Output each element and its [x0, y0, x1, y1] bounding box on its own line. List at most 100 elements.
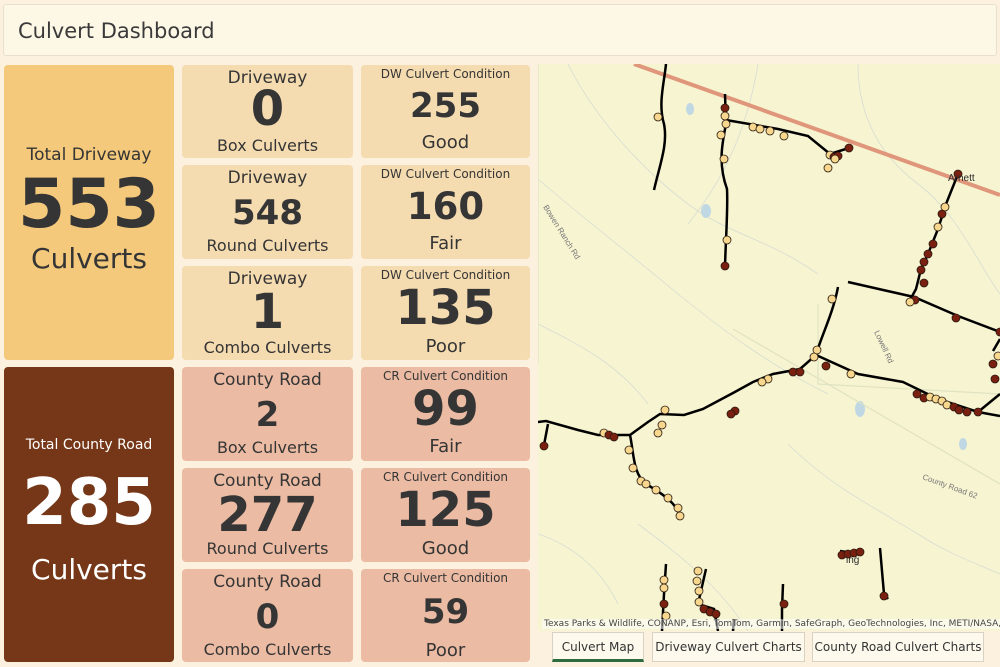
- tab-driveway-culvert-charts[interactable]: Driveway Culvert Charts: [652, 632, 805, 662]
- map-canvas[interactable]: Arnett Bowen Ranch Rd Lowell Rd County R…: [538, 64, 1000, 631]
- road-label-bowen-ranch: Bowen Ranch Rd: [541, 203, 582, 261]
- tile-top-label: County Road: [213, 471, 322, 491]
- highway-line: [633, 64, 1000, 197]
- culvert-point[interactable]: [953, 169, 963, 179]
- tile-value: 1: [250, 284, 285, 340]
- culvert-point[interactable]: [879, 591, 889, 601]
- culvert-point[interactable]: [821, 361, 831, 371]
- cr-condition-fair-tile: CR Culvert Condition 99 Fair: [361, 367, 530, 461]
- culvert-point[interactable]: [653, 428, 663, 438]
- culvert-point[interactable]: [830, 154, 840, 164]
- tile-top-label: DW Culvert Condition: [380, 268, 511, 282]
- culvert-point[interactable]: [755, 124, 765, 134]
- culvert-point[interactable]: [993, 351, 1000, 361]
- page-title: Culvert Dashboard: [18, 19, 215, 43]
- culvert-point[interactable]: [722, 235, 732, 245]
- culvert-point[interactable]: [657, 420, 667, 430]
- culvert-point[interactable]: [933, 222, 943, 232]
- culvert-point[interactable]: [951, 313, 961, 323]
- driveway-combo-tile: Driveway 1 Combo Culverts: [182, 266, 353, 360]
- culvert-point[interactable]: [659, 599, 669, 609]
- tile-top-label: DW Culvert Condition: [380, 67, 511, 81]
- total-driveway-value: 553: [18, 165, 160, 244]
- culvert-point[interactable]: [990, 374, 1000, 384]
- culvert-point[interactable]: [720, 261, 730, 271]
- culvert-point[interactable]: [757, 377, 767, 387]
- tile-top-label: Driveway: [227, 269, 308, 289]
- tile-top-label: CR Culvert Condition: [382, 571, 509, 585]
- culvert-point[interactable]: [779, 599, 789, 609]
- culvert-point[interactable]: [809, 352, 819, 362]
- tile-value: 0: [255, 597, 280, 637]
- place-label-arnett: Arnett: [948, 173, 975, 184]
- culvert-point[interactable]: [846, 369, 856, 379]
- culvert-point[interactable]: [916, 265, 926, 275]
- culvert-point[interactable]: [694, 586, 704, 596]
- tile-value: 548: [232, 193, 303, 233]
- culvert-point[interactable]: [659, 583, 669, 593]
- culvert-point[interactable]: [653, 112, 663, 122]
- culvert-point[interactable]: [827, 294, 837, 304]
- tab-county-road-culvert-charts[interactable]: County Road Culvert Charts: [812, 632, 984, 662]
- culvert-point[interactable]: [844, 143, 854, 153]
- culvert-point[interactable]: [988, 359, 998, 369]
- culvert-point[interactable]: [855, 547, 865, 557]
- culvert-point[interactable]: [641, 479, 651, 489]
- culvert-point[interactable]: [726, 409, 736, 419]
- culvert-point[interactable]: [765, 126, 775, 136]
- culvert-point[interactable]: [905, 297, 915, 307]
- culvert-point[interactable]: [663, 493, 673, 503]
- culvert-point[interactable]: [675, 511, 685, 521]
- tab-culvert-map[interactable]: Culvert Map: [552, 632, 644, 662]
- culvert-point[interactable]: [823, 163, 833, 173]
- culvert-point[interactable]: [720, 111, 730, 121]
- culvert-point[interactable]: [660, 405, 670, 415]
- culvert-point[interactable]: [624, 445, 634, 455]
- tile-bottom-label: Fair: [429, 436, 462, 457]
- culvert-point[interactable]: [973, 407, 983, 417]
- cr-condition-good-tile: CR Culvert Condition 125 Good: [361, 468, 530, 562]
- total-county-road-value: 285: [22, 466, 156, 540]
- culvert-point[interactable]: [659, 575, 669, 585]
- culvert-point[interactable]: [716, 130, 726, 140]
- culvert-point[interactable]: [919, 278, 929, 288]
- tile-top-label: Driveway: [227, 68, 308, 88]
- tile-bottom-label: Fair: [429, 233, 462, 254]
- culvert-point[interactable]: [651, 485, 661, 495]
- culvert-point[interactable]: [628, 463, 638, 473]
- tile-value: 59: [421, 592, 470, 632]
- culvert-point[interactable]: [912, 389, 922, 399]
- tile-top-label: CR Culvert Condition: [382, 369, 509, 383]
- culvert-point[interactable]: [937, 209, 947, 219]
- culvert-point[interactable]: [919, 257, 929, 267]
- culvert-point[interactable]: [539, 441, 549, 451]
- culvert-point[interactable]: [795, 367, 805, 377]
- culvert-point[interactable]: [693, 566, 703, 576]
- culvert-map[interactable]: Arnett Bowen Ranch Rd Lowell Rd County R…: [538, 64, 1000, 631]
- culvert-point[interactable]: [694, 597, 704, 607]
- tab-label: Culvert Map: [561, 640, 635, 654]
- map-ponds: [686, 103, 967, 450]
- culvert-point[interactable]: [609, 432, 619, 442]
- road-label-county-road-62: County Road 62: [921, 472, 979, 500]
- tile-value: 255: [410, 86, 481, 126]
- culvert-point[interactable]: [954, 405, 964, 415]
- culvert-point[interactable]: [692, 576, 702, 586]
- tile-value: 125: [395, 482, 496, 538]
- culvert-point[interactable]: [995, 327, 1000, 337]
- culvert-point[interactable]: [719, 154, 729, 164]
- total-county-road-label: Total County Road: [25, 437, 153, 453]
- tile-top-label: DW Culvert Condition: [380, 167, 511, 181]
- culvert-point[interactable]: [923, 249, 933, 259]
- map-section-lines: [538, 64, 1000, 485]
- culvert-point[interactable]: [721, 119, 731, 129]
- culvert-point[interactable]: [962, 407, 972, 417]
- county-round-tile: County Road 277 Round Culverts: [182, 468, 353, 562]
- culvert-point[interactable]: [711, 609, 721, 619]
- culvert-point[interactable]: [779, 131, 789, 141]
- tile-bottom-label: Box Culverts: [216, 438, 319, 457]
- culvert-point[interactable]: [673, 503, 683, 513]
- county-box-tile: County Road 2 Box Culverts: [182, 367, 353, 461]
- culvert-point[interactable]: [720, 103, 730, 113]
- culvert-point[interactable]: [928, 239, 938, 249]
